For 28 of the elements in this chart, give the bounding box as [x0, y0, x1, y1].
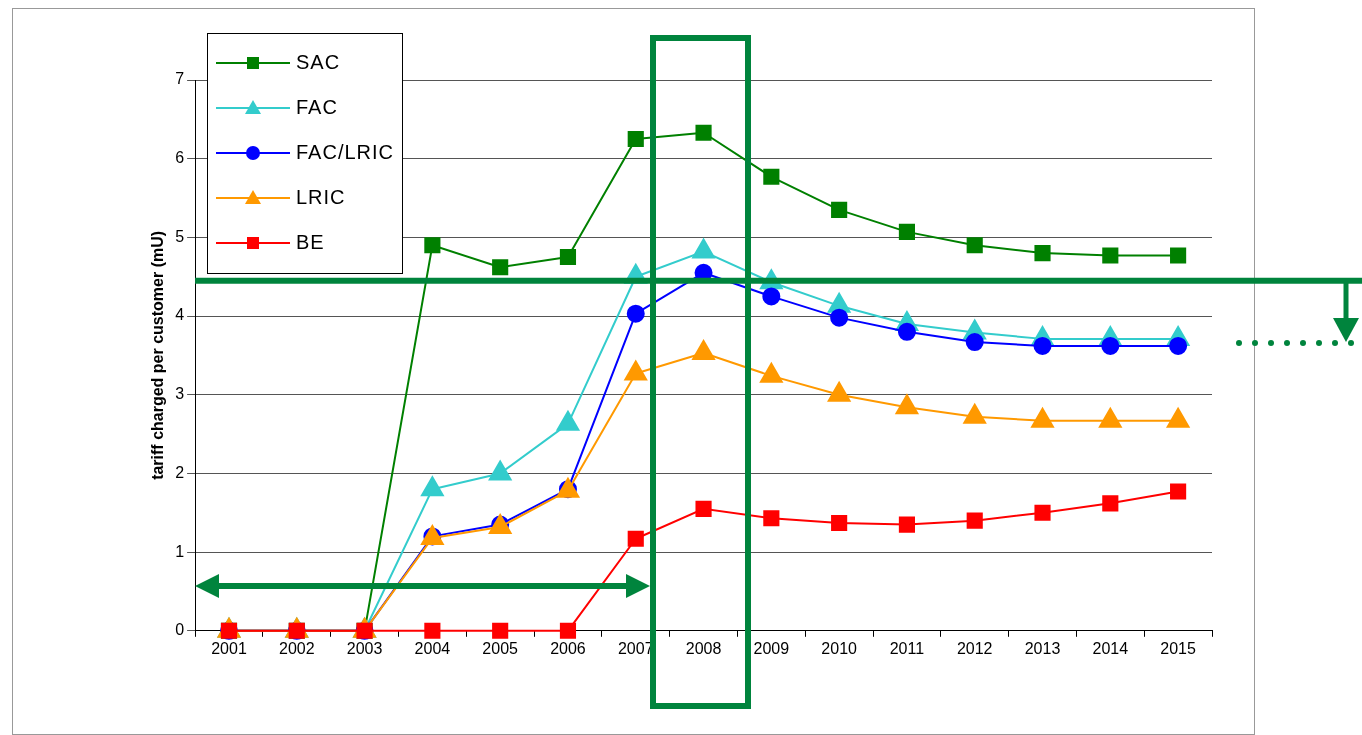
x-tick-label: 2003	[346, 639, 383, 657]
x-tick-label: 2008	[685, 639, 722, 657]
y-tick-label: 0	[175, 621, 185, 639]
y-tick-label: 5	[175, 227, 185, 245]
x-tick-label: 2004	[414, 639, 451, 657]
legend-label: FAC/LRIC	[296, 141, 395, 164]
x-tick-label: 2009	[753, 639, 790, 657]
x-tick-label: 2001	[211, 639, 247, 657]
legend-label: FAC	[296, 96, 338, 119]
y-tick-label: 7	[175, 70, 185, 88]
y-axis-title: tariff charged per customer (mU)	[149, 230, 167, 480]
legend-label: SAC	[296, 51, 341, 74]
y-tick-label: 2	[175, 463, 185, 481]
x-tick-label: 2005	[482, 639, 519, 657]
x-tick-label: 2011	[889, 639, 925, 657]
legend-label: BE	[296, 231, 325, 254]
x-tick-label: 2002	[278, 639, 315, 657]
y-tick-label: 3	[175, 385, 185, 403]
x-tick-label: 2010	[821, 639, 858, 657]
x-tick-label: 2014	[1092, 639, 1129, 657]
y-tick-label: 6	[175, 149, 185, 167]
legend-label: LRIC	[296, 186, 346, 209]
x-tick-label: 2006	[550, 639, 586, 657]
y-tick-label: 1	[175, 542, 185, 560]
x-tick-label: 2015	[1160, 639, 1196, 657]
x-tick-label: 2013	[1024, 639, 1061, 657]
x-tick-label: 2012	[956, 639, 993, 657]
y-tick-label: 4	[175, 306, 185, 324]
